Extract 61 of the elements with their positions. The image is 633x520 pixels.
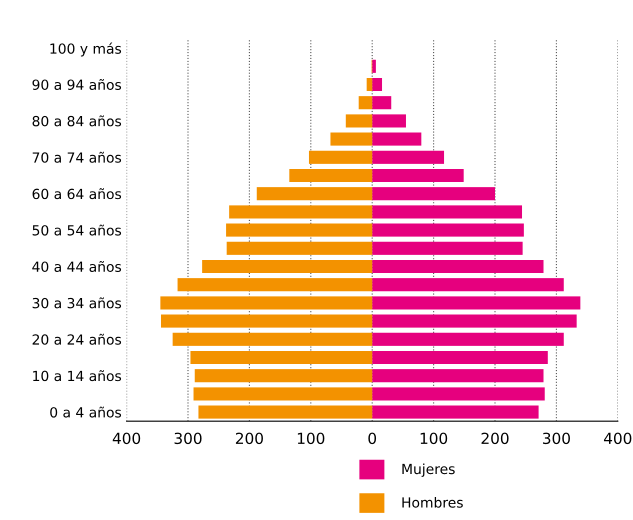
bar xyxy=(308,150,372,164)
bar xyxy=(372,187,496,200)
bar xyxy=(372,60,376,73)
y-tick-label: 100 y más xyxy=(50,42,122,57)
x-tick-label: 200 xyxy=(236,432,263,444)
y-tick-label: 0 a 4 años xyxy=(50,406,122,418)
x-tick-label: 100 xyxy=(420,432,448,444)
bar xyxy=(372,387,545,400)
bar xyxy=(372,78,382,92)
bar xyxy=(226,242,372,255)
y-tick-label: 20 a 24 años xyxy=(32,334,122,345)
bar xyxy=(372,332,564,346)
x-tick-label: 400 xyxy=(604,432,632,444)
bar xyxy=(372,369,544,382)
bar xyxy=(372,260,544,274)
y-tick-label: 10 a 14 años xyxy=(33,370,122,382)
y-tick-label: 70 a 74 años xyxy=(32,152,122,163)
x-tick-label: 300 xyxy=(542,432,570,444)
bar xyxy=(372,314,577,328)
bar xyxy=(372,150,444,164)
legend-label: Mujeres xyxy=(402,463,455,477)
x-tick-label: 200 xyxy=(482,432,509,444)
bar xyxy=(372,132,422,146)
bar xyxy=(289,168,372,182)
bar xyxy=(178,278,372,292)
bar xyxy=(194,369,372,382)
bar xyxy=(226,224,372,237)
bar xyxy=(190,350,372,364)
y-tick-label: 40 a 44 años xyxy=(32,260,122,272)
bar xyxy=(366,78,372,92)
bar xyxy=(160,314,372,328)
bar xyxy=(198,406,372,419)
bar xyxy=(372,406,539,419)
bar xyxy=(330,132,372,146)
x-tick-label: 100 xyxy=(298,432,324,444)
y-tick-label: 60 a 64 años xyxy=(32,188,122,200)
bar xyxy=(358,96,372,110)
x-tick-label: 300 xyxy=(174,432,202,444)
bar xyxy=(372,168,464,182)
bar xyxy=(172,332,372,346)
bar xyxy=(372,296,580,310)
bar xyxy=(229,205,372,218)
legend-label: Hombres xyxy=(402,496,463,508)
bar xyxy=(372,350,548,364)
bar xyxy=(372,205,522,218)
y-tick-label: 80 a 84 años xyxy=(32,115,122,126)
bar xyxy=(202,260,372,274)
bar xyxy=(372,114,406,128)
x-tick-label: 400 xyxy=(112,432,140,444)
x-tick-label: 0 xyxy=(368,432,376,444)
bar xyxy=(256,187,372,200)
bar xyxy=(372,96,392,110)
bar xyxy=(372,242,523,255)
y-tick-label: 50 a 54 años xyxy=(32,224,122,236)
bar xyxy=(194,387,372,400)
y-tick-label: 30 a 34 años xyxy=(32,297,122,308)
bar xyxy=(372,278,564,292)
bar xyxy=(160,296,372,310)
bar xyxy=(372,224,524,237)
bar xyxy=(346,114,372,128)
y-tick-label: 90 a 94 años xyxy=(32,78,122,90)
